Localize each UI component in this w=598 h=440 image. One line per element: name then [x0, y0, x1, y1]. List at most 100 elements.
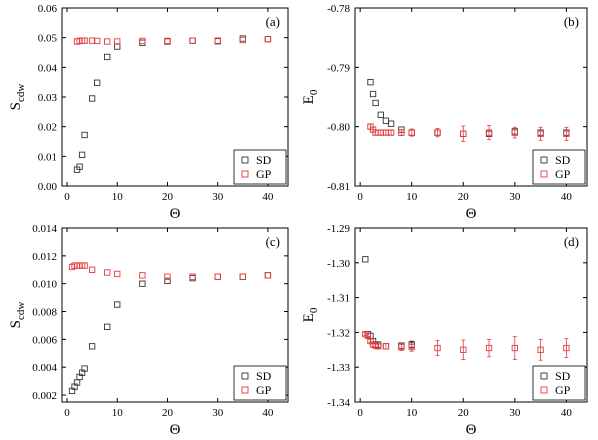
legend-marker-sd	[241, 372, 249, 380]
legend-box	[532, 149, 586, 185]
y-tick-label: 0.00	[38, 181, 58, 193]
data-point-gp	[189, 273, 196, 280]
panel-label: (d)	[564, 234, 579, 249]
legend-label-gp: GP	[555, 383, 571, 397]
data-point-gp	[88, 266, 96, 273]
data-point-gp	[81, 37, 88, 44]
legend-label-sd: SD	[555, 153, 571, 167]
legend-label-gp: GP	[555, 167, 571, 181]
y-tick-label: -1.33	[327, 362, 350, 374]
data-point-sd	[81, 131, 88, 139]
legend-marker-sd	[540, 372, 548, 380]
y-axis-title: Scdw	[8, 302, 27, 329]
x-tick-label: 20	[162, 191, 174, 203]
data-point-gp	[164, 273, 171, 280]
data-point-gp	[164, 37, 171, 45]
data-point-gp	[264, 272, 272, 279]
x-axis-title: Θ	[170, 422, 181, 438]
y-axis-title-subscript: 0	[308, 89, 320, 95]
panel-a: 0 10 20 30 40 0.00 0.01 0.02 0.03 0.04 0.05 0.06 Θ Sc…	[8, 3, 289, 222]
x-tick-label: 40	[262, 407, 274, 419]
legend-marker-gp	[540, 386, 548, 394]
plot-frame	[354, 227, 588, 403]
data-point-gp	[398, 129, 405, 136]
data-point-sd	[189, 37, 196, 44]
data-point-gp	[485, 344, 493, 352]
data-point-gp	[189, 37, 196, 44]
x-axis-title: Θ	[170, 206, 181, 222]
data-point-sd	[114, 43, 121, 50]
x-tick-label: 40	[561, 191, 573, 203]
data-point-gp	[214, 273, 221, 280]
legend-marker-gp	[241, 170, 249, 178]
data-point-sd	[81, 365, 88, 372]
data-point-gp	[398, 343, 405, 351]
legend-box	[233, 365, 287, 401]
data-point-gp	[434, 344, 441, 352]
data-point-sd	[76, 163, 83, 170]
data-point-gp	[264, 36, 272, 43]
y-tick-label: -1.34	[327, 397, 350, 409]
x-tick-label: 20	[162, 407, 174, 419]
data-point-gp	[139, 272, 146, 279]
panel-label: (a)	[266, 14, 280, 29]
data-point-sd	[382, 117, 390, 124]
data-point-sd	[387, 120, 395, 127]
y-tick-label: -0.79	[327, 62, 350, 74]
data-point-gp	[139, 37, 146, 45]
y-tick-label: 0.04	[38, 62, 58, 74]
y-axis-title-main: S	[8, 102, 24, 110]
data-point-gp	[94, 37, 101, 45]
x-tick-label: 10	[406, 191, 418, 203]
y-tick-label: -0.80	[327, 122, 350, 134]
data-point-sd	[139, 280, 146, 287]
y-axis-title-main: E	[301, 95, 317, 104]
data-point-sd	[369, 90, 377, 98]
panel-c: 0 10 20 30 40 0.002 0.004 0.006 0.008 0.010 0.012 0…	[8, 223, 289, 438]
data-point-sd	[94, 79, 101, 86]
y-tick-label: 0.006	[32, 334, 57, 346]
data-point-sd	[214, 273, 221, 280]
data-point-gp	[81, 262, 88, 269]
x-tick-label: 0	[64, 191, 70, 203]
data-point-gp	[114, 270, 121, 278]
x-tick-label: 20	[458, 407, 470, 419]
y-axis-title: Scdw	[8, 84, 27, 111]
data-point-gp	[460, 130, 467, 137]
data-point-gp	[239, 36, 246, 44]
x-tick-label: 30	[509, 407, 521, 419]
legend-marker-gp	[241, 386, 249, 394]
y-axis-title-main: S	[8, 320, 24, 328]
x-tick-label: 10	[112, 191, 124, 203]
y-tick-label: -1.31	[327, 293, 350, 305]
y-tick-label: 0.010	[32, 279, 57, 291]
plot-frame	[354, 7, 588, 187]
data-point-gp	[387, 129, 395, 136]
x-tick-label: 20	[458, 191, 470, 203]
data-point-sd	[367, 79, 374, 86]
legend-label-gp: GP	[256, 383, 272, 397]
legend-marker-gp	[540, 170, 548, 178]
data-point-sd	[104, 323, 111, 330]
data-point-sd	[88, 95, 96, 102]
y-tick-label: -1.32	[327, 327, 350, 339]
y-tick-label: -0.78	[327, 3, 350, 15]
y-tick-label: -1.30	[327, 258, 350, 270]
data-point-sd	[189, 274, 196, 282]
data-point-sd	[264, 272, 272, 279]
y-tick-label: 0.06	[38, 3, 58, 15]
data-point-sd	[239, 35, 246, 42]
x-tick-label: 30	[509, 191, 521, 203]
data-point-sd	[104, 53, 111, 61]
data-point-gp	[408, 129, 415, 136]
panel-label: (c)	[266, 234, 280, 249]
data-point-sd	[377, 111, 384, 118]
legend-label-gp: GP	[256, 167, 272, 181]
data-point-gp	[563, 130, 570, 137]
y-tick-label: 0.05	[38, 33, 58, 45]
x-tick-label: 30	[212, 191, 224, 203]
x-axis-title: Θ	[466, 422, 477, 438]
y-axis-title-subscript: 0	[308, 307, 320, 313]
legend-box	[233, 149, 287, 185]
